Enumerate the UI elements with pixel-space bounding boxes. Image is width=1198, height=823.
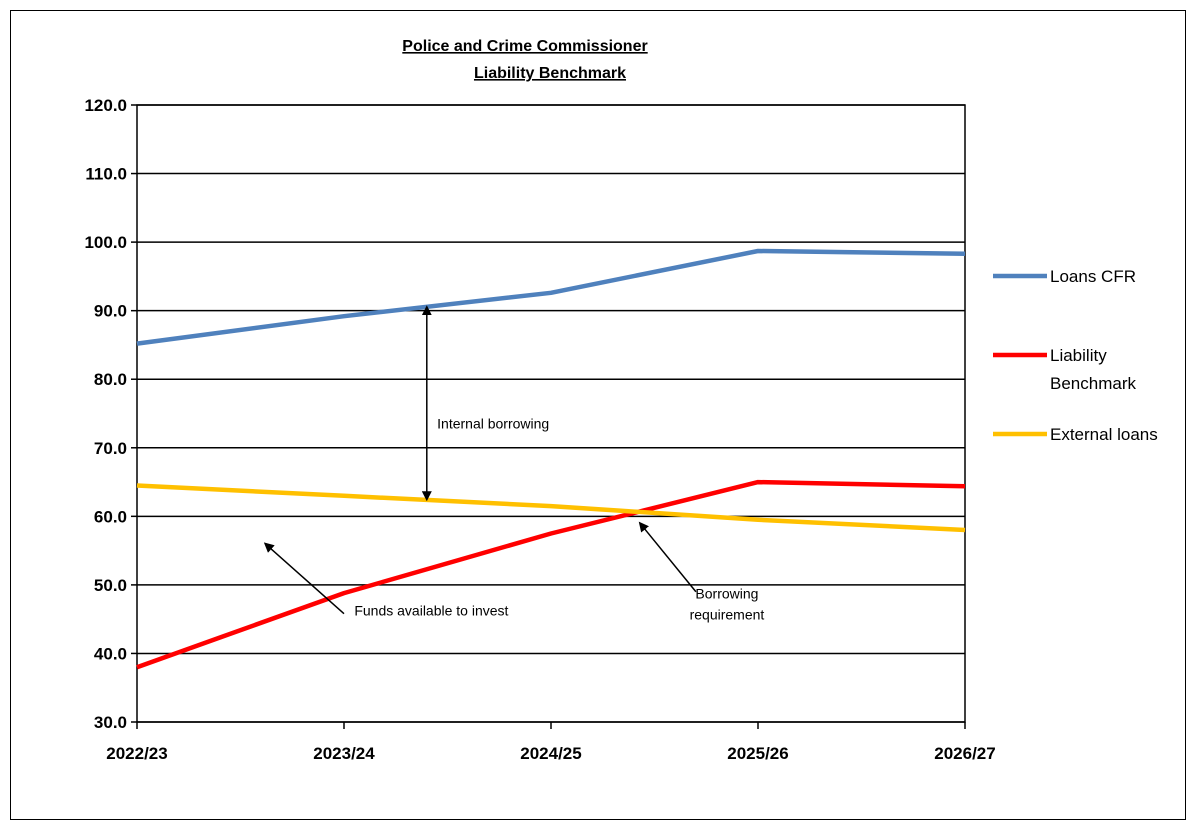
legend-label: External loans <box>1050 425 1158 444</box>
y-tick-label: 120.0 <box>84 96 127 115</box>
borrowing-requirement-label: Borrowing <box>695 586 758 602</box>
x-tick-label: 2022/23 <box>106 744 167 763</box>
borrowing-requirement-arrow <box>638 521 697 593</box>
x-tick-label: 2024/25 <box>520 744 581 763</box>
y-tick-label: 40.0 <box>94 644 127 663</box>
internal-borrowing-label: Internal borrowing <box>437 416 549 432</box>
series-line-external-loans <box>136 483 966 533</box>
series-layer <box>136 248 966 670</box>
x-tick-label: 2023/24 <box>313 744 375 763</box>
y-tick-label: 30.0 <box>94 713 127 732</box>
y-tick-label: 110.0 <box>85 165 127 184</box>
x-tick-label: 2025/26 <box>727 744 788 763</box>
grid-layer: 30.0 40.0 50.0 60.0 70.0 80.0 90.0 100.0 110.0 12… <box>84 96 995 763</box>
y-tick-label: 60.0 <box>94 507 127 526</box>
legend-label: Loans CFR <box>1050 267 1136 286</box>
legend-label: Liability <box>1050 346 1107 365</box>
chart-frame <box>10 10 1186 820</box>
y-tick-label: 100.0 <box>84 233 127 252</box>
legend-label: Benchmark <box>1050 374 1136 393</box>
annotation-layer: Internal borrowing Funds available to inv… <box>263 305 765 623</box>
borrowing-requirement-label: requirement <box>690 607 765 623</box>
chart-subtitle: Liability Benchmark <box>474 65 626 82</box>
series-line-loans-cfr <box>136 248 966 346</box>
y-tick-label: 90.0 <box>94 302 127 321</box>
chart-title: Police and Crime Commissioner <box>402 38 647 55</box>
x-tick-label: 2026/27 <box>934 744 995 763</box>
y-tick-label: 70.0 <box>94 439 127 458</box>
funds-available-label: Funds available to invest <box>354 603 508 619</box>
plot-area <box>136 104 966 723</box>
y-tick-label: 80.0 <box>94 370 127 389</box>
legend-layer: Loans CFR Liability Benchmark External loan… <box>993 267 1158 444</box>
funds-available-arrow <box>263 542 345 615</box>
y-tick-label: 50.0 <box>94 576 127 595</box>
series-line-liability-benchmark <box>136 479 966 670</box>
